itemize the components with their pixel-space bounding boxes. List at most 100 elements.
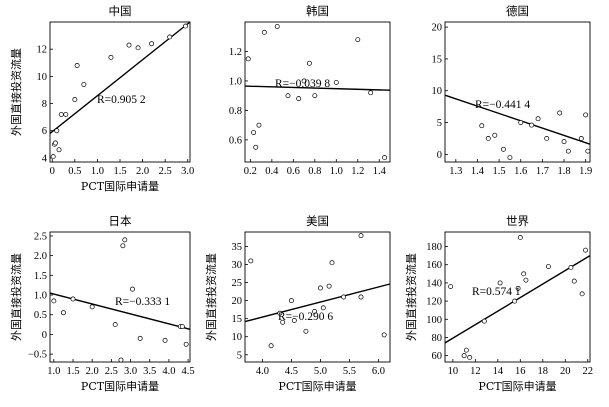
y-tick-label: 0.6 bbox=[229, 135, 242, 146]
data-point bbox=[268, 343, 274, 349]
chart-panel-3: 德国 1.3 1.4 1.5 1.6 1.7 1.8 1.9 0 5 10 15 20 R=−0.441 … bbox=[432, 4, 593, 177]
x-tick-label: 12 bbox=[470, 366, 481, 377]
data-point bbox=[333, 79, 339, 85]
data-point bbox=[112, 322, 118, 328]
x-tick-label: 2.5 bbox=[159, 166, 172, 177]
data-point bbox=[51, 298, 57, 304]
data-point bbox=[358, 294, 364, 300]
y-tick-label: 20 bbox=[432, 23, 443, 34]
data-point bbox=[277, 310, 283, 316]
y-tick-label: 8 bbox=[42, 99, 47, 110]
data-point bbox=[578, 136, 584, 141]
y-tick-label: 180 bbox=[426, 242, 442, 253]
y-tick-label: 30 bbox=[232, 260, 243, 271]
data-point bbox=[162, 337, 168, 343]
data-point bbox=[557, 110, 563, 116]
data-point bbox=[301, 78, 307, 84]
data-point bbox=[523, 277, 529, 283]
correlation-label: R=−0.333 1 bbox=[115, 296, 170, 308]
chart-panel-5: 美国 4.0 4.5 5.0 5.5 6.0 5 10 15 20 25 30 35 PCT国际申请量 外国… bbox=[204, 214, 391, 393]
x-tick-label: 0.4 bbox=[265, 166, 279, 177]
data-point bbox=[253, 144, 259, 150]
plot-frame bbox=[49, 21, 191, 163]
data-point bbox=[183, 341, 189, 347]
data-point bbox=[306, 60, 312, 66]
data-point bbox=[515, 285, 521, 291]
data-point bbox=[529, 122, 535, 128]
data-point bbox=[81, 82, 87, 87]
data-point bbox=[497, 280, 503, 286]
x-tick-label: 3.5 bbox=[143, 366, 156, 377]
x-tick-label: 2.0 bbox=[136, 166, 149, 177]
data-point bbox=[63, 111, 69, 117]
data-point bbox=[358, 233, 364, 239]
y-tick-label: 4 bbox=[42, 153, 48, 164]
data-point bbox=[285, 93, 291, 99]
x-tick-label: 0.6 bbox=[287, 166, 300, 177]
y-tick-label: 0 bbox=[437, 150, 442, 161]
x-tick-label: 2.5 bbox=[105, 366, 118, 377]
data-point bbox=[248, 258, 254, 264]
data-point bbox=[461, 353, 467, 359]
data-point bbox=[52, 140, 58, 146]
data-point bbox=[126, 42, 132, 48]
y-tick-label: 10 bbox=[432, 86, 443, 97]
x-tick-label: 1.2 bbox=[351, 166, 364, 177]
y-tick-label: 5 bbox=[237, 350, 242, 361]
plot-frame bbox=[444, 21, 591, 163]
x-tick-label: 1.0 bbox=[91, 166, 104, 177]
data-point bbox=[544, 136, 550, 141]
x-tick-label: 1.4 bbox=[471, 166, 485, 177]
data-point bbox=[108, 54, 114, 60]
data-point bbox=[70, 296, 76, 302]
x-tick-label: 10 bbox=[448, 366, 459, 377]
chart-panel-4: 日本 1.0 1.5 2.0 2.5 3.0 3.5 4.0 4.5 −0.5 0 0.5 1.0 1.5… bbox=[9, 214, 195, 393]
x-tick-label: 5.0 bbox=[314, 366, 327, 377]
x-tick-label: 1.5 bbox=[66, 366, 79, 377]
data-point bbox=[135, 45, 141, 51]
y-tick-label: 12 bbox=[37, 45, 48, 56]
panel-title: 德国 bbox=[506, 4, 529, 18]
y-tick-label: 25 bbox=[232, 278, 243, 289]
y-tick-label: 0.8 bbox=[229, 106, 242, 117]
data-point bbox=[571, 278, 577, 284]
data-point bbox=[382, 155, 388, 161]
y-tick-label: 2.0 bbox=[34, 251, 47, 262]
data-point bbox=[329, 260, 335, 266]
y-tick-label: 100 bbox=[426, 315, 442, 326]
data-point bbox=[58, 111, 64, 117]
x-tick-label: 22 bbox=[583, 366, 594, 377]
y-axis-label: 外国直接投资流量 bbox=[404, 253, 418, 341]
data-point bbox=[320, 305, 326, 311]
data-point bbox=[507, 155, 513, 160]
data-point bbox=[518, 120, 524, 125]
data-point bbox=[183, 23, 188, 29]
x-tick-label: 14 bbox=[493, 366, 504, 377]
y-tick-label: 2.5 bbox=[34, 231, 47, 242]
data-point bbox=[341, 294, 347, 300]
data-point bbox=[368, 90, 374, 96]
x-tick-label: 4.5 bbox=[182, 366, 195, 377]
x-tick-label: 1.0 bbox=[47, 366, 60, 377]
data-point bbox=[149, 41, 155, 47]
y-tick-label: 10 bbox=[232, 332, 243, 343]
trend-line bbox=[49, 21, 191, 135]
data-point bbox=[317, 285, 323, 291]
data-point bbox=[479, 123, 485, 129]
data-point bbox=[303, 328, 309, 334]
data-point bbox=[251, 130, 257, 135]
data-point bbox=[296, 96, 302, 102]
panel-title: 韩国 bbox=[306, 4, 329, 18]
x-tick-label: 18 bbox=[538, 366, 549, 377]
data-point bbox=[512, 298, 518, 304]
y-tick-label: 35 bbox=[232, 242, 243, 253]
data-point bbox=[312, 308, 318, 314]
y-axis-label: 外国直接投资流量 bbox=[9, 253, 23, 341]
data-point bbox=[579, 291, 585, 297]
y-axis-label: 外国直接投资流量 bbox=[204, 253, 218, 341]
correlation-label: R=−0.441 4 bbox=[475, 99, 530, 111]
data-point bbox=[122, 237, 128, 243]
x-tick-label: 1.5 bbox=[493, 166, 506, 177]
data-point bbox=[280, 319, 286, 325]
